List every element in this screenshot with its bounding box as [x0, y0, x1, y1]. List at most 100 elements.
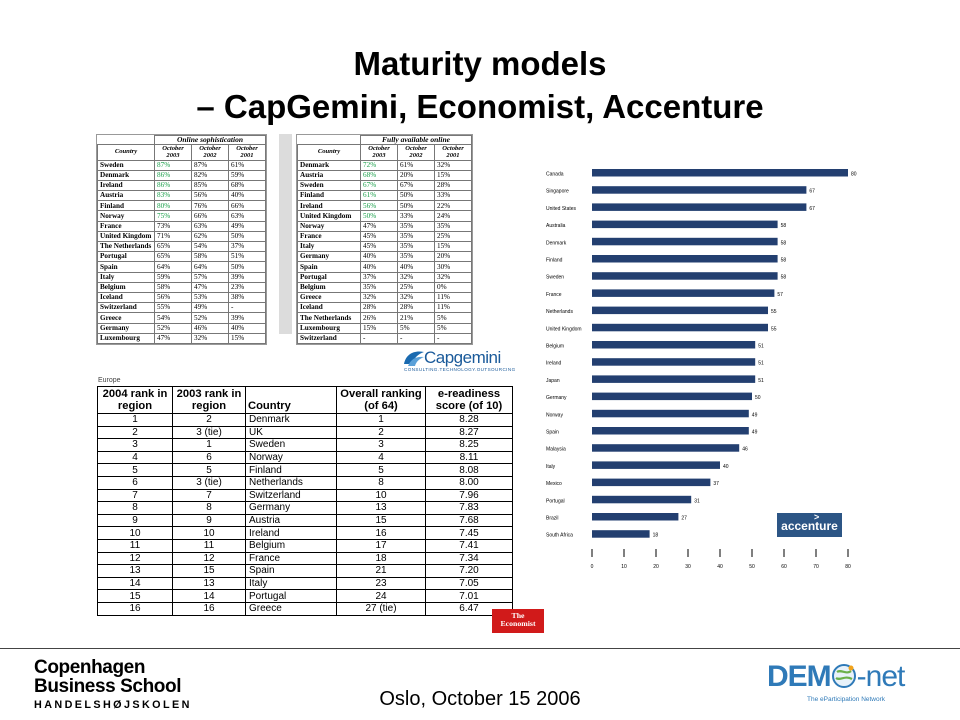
- cg-column-header: October 2001: [228, 143, 266, 161]
- bar: [592, 478, 711, 487]
- cg-value-cell: 5%: [397, 322, 435, 334]
- cg-value-cell: 5%: [434, 322, 472, 334]
- cg-country-cell: Iceland: [97, 291, 155, 304]
- overall-ranking-cell: 16: [336, 526, 426, 540]
- table-row: 8 8 Germany 13 7.83: [97, 501, 513, 515]
- cg-country-cell: Switzerland: [97, 302, 155, 314]
- cg-value-cell: 54%: [191, 240, 229, 253]
- bar-category-label: Malaysia: [546, 447, 566, 453]
- country-cell: Italy: [245, 576, 337, 591]
- cg-country-cell: Luxembourg: [297, 322, 361, 334]
- bar-value-label: 27: [681, 516, 687, 522]
- cg-value-cell: 71%: [154, 230, 192, 243]
- cg-value-cell: 52%: [154, 322, 192, 334]
- cg-value-cell: 35%: [360, 281, 398, 293]
- footer-location-date: Oslo, October 15 2006: [379, 688, 581, 710]
- overall-ranking-cell: 5: [336, 463, 426, 477]
- bar: [592, 341, 756, 349]
- table-row: 4 6 Norway 4 8.11: [97, 450, 513, 465]
- globe-icon: [831, 664, 856, 688]
- overall-ranking-cell: 10: [336, 488, 426, 503]
- bar-value-label: 49: [752, 412, 758, 418]
- bar-category-label: Italy: [546, 464, 556, 470]
- cg-country-cell: Switzerland: [297, 332, 361, 344]
- rank-2003-cell: 5: [172, 463, 246, 477]
- bar-category-label: Finland: [546, 258, 563, 264]
- cg-column-header: October 2001: [434, 143, 472, 161]
- bar-value-label: 58: [781, 275, 787, 281]
- cg-country-cell: France: [97, 220, 155, 232]
- bar-value-label: 55: [771, 326, 777, 332]
- economist-ereadiness-table: 2004 rank in region 2003 rank in region Co…: [97, 386, 513, 616]
- bar: [592, 220, 778, 229]
- table-divider: [279, 134, 292, 334]
- cg-value-cell: 47%: [360, 220, 398, 232]
- economist-caption: Europe: [98, 377, 121, 384]
- cg-country-cell: Norway: [97, 210, 155, 222]
- cg-value-cell: 40%: [360, 261, 398, 273]
- cg-value-cell: 62%: [191, 230, 229, 243]
- cg-country-cell: United Kingdom: [97, 230, 155, 243]
- score-cell: 7.45: [425, 526, 513, 540]
- rank-2004-cell: 4: [97, 450, 173, 465]
- cg-country-cell: Ireland: [297, 200, 361, 212]
- rank-2003-cell: 8: [172, 501, 246, 515]
- cg-value-cell: 20%: [434, 251, 472, 263]
- country-cell: Denmark: [245, 413, 337, 427]
- bar-category-label: Norway: [546, 412, 563, 418]
- bar-value-label: 55: [771, 309, 777, 315]
- rank-2003-cell: 10: [172, 526, 246, 540]
- table-row: France 73% 63% 49%: [97, 220, 266, 232]
- bar-value-label: 46: [742, 447, 748, 453]
- country-cell: Germany: [245, 501, 337, 515]
- bar-value-label: 18: [653, 533, 659, 539]
- table-row: Austria 68% 20% 15%: [297, 169, 472, 181]
- rank-2004-cell: 2: [97, 425, 173, 440]
- rank-2004-cell: 16: [97, 601, 173, 616]
- cg-country-cell: Belgium: [97, 281, 155, 293]
- cg-value-cell: 53%: [191, 291, 229, 304]
- cg-value-cell: 50%: [228, 230, 266, 243]
- cg-country-cell: Denmark: [297, 159, 361, 171]
- cg-value-cell: 35%: [397, 220, 435, 232]
- table-row: 14 13 Italy 23 7.05: [97, 576, 513, 591]
- bar: [592, 375, 756, 383]
- table-row: Austria 83% 56% 40%: [97, 190, 266, 202]
- cg-value-cell: 24%: [434, 210, 472, 222]
- cg-value-cell: 15%: [360, 322, 398, 334]
- table-row: Greece 32% 32% 11%: [297, 291, 472, 304]
- cg-country-cell: Italy: [297, 240, 361, 253]
- score-cell: 6.47: [425, 601, 513, 616]
- cg-value-cell: 49%: [228, 220, 266, 232]
- cg-value-cell: 61%: [397, 159, 435, 171]
- table-row: 5 5 Finland 5 8.08: [97, 463, 513, 477]
- bar-category-label: Denmark: [546, 240, 567, 246]
- bar-category-label: Germany: [546, 395, 567, 401]
- cg-country-cell: Germany: [297, 251, 361, 263]
- cg-value-cell: 5%: [434, 312, 472, 324]
- overall-ranking-cell: 18: [336, 551, 426, 566]
- cg-country-cell: Austria: [297, 169, 361, 181]
- cg-value-cell: 15%: [434, 169, 472, 181]
- cg-value-cell: 83%: [154, 190, 192, 202]
- bar-value-label: 50: [755, 395, 761, 401]
- rank-2003-cell: 2: [172, 413, 246, 427]
- rank-2004-cell: 11: [97, 538, 173, 553]
- rank-2004-cell: 14: [97, 576, 173, 591]
- cg-value-cell: 65%: [154, 251, 192, 263]
- score-cell: 7.01: [425, 589, 513, 603]
- country-cell: Austria: [245, 513, 337, 528]
- cg-country-cell: Spain: [297, 261, 361, 273]
- table-row: 10 10 Ireland 16 7.45: [97, 526, 513, 540]
- rank-2004-cell: 6: [97, 475, 173, 490]
- table-row: Switzerland 55% 49% -: [97, 302, 266, 314]
- cg-country-cell: Denmark: [97, 169, 155, 181]
- table-row: Luxembourg 47% 32% 15%: [97, 332, 266, 344]
- bar: [592, 409, 749, 418]
- rank-2003-cell: 14: [172, 589, 246, 603]
- cg-value-cell: 37%: [360, 271, 398, 283]
- bar: [592, 255, 778, 263]
- bar-category-label: Spain: [546, 430, 559, 436]
- country-cell: Norway: [245, 450, 337, 465]
- cg-country-cell: Austria: [97, 190, 155, 202]
